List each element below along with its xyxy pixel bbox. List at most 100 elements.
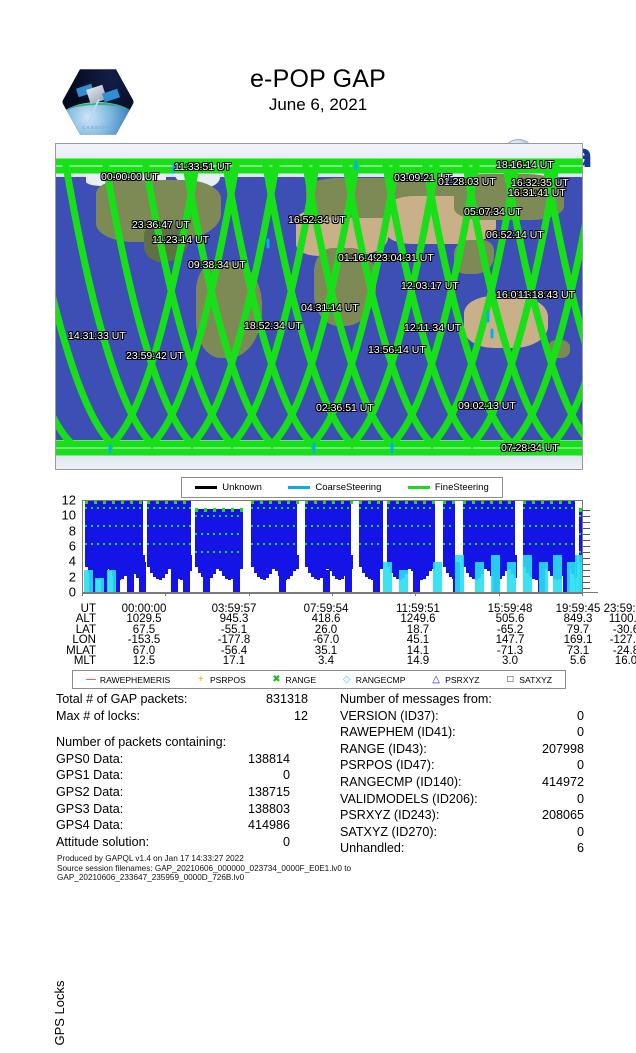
psrxyz-point: [266, 554, 269, 578]
range-point: [511, 525, 513, 527]
range-point: [269, 501, 272, 504]
psrxyz-point: [219, 554, 222, 571]
range-point: [201, 532, 203, 535]
param-cell: 14.1: [406, 644, 430, 657]
range-point: [505, 525, 507, 527]
range-point: [171, 543, 173, 545]
rangecmp-point: [433, 562, 442, 593]
map-pass-label: 12:03:17 UT: [401, 280, 459, 292]
range-point: [147, 543, 149, 545]
range-point: [189, 543, 191, 545]
param-cell: -24.8: [612, 644, 636, 657]
map-legend-item: FineSteering: [407, 482, 489, 493]
range-point: [387, 507, 389, 509]
dash-marker-icon: —: [85, 674, 96, 685]
map-pass-label: 18:16:14 UT: [496, 159, 554, 171]
range-point: [260, 501, 263, 504]
range-point: [305, 501, 308, 504]
psrxyz-data-block: [443, 501, 455, 555]
stat-value: 0: [282, 834, 290, 849]
triangle-marker-icon: △: [432, 674, 440, 685]
range-point: [559, 501, 562, 504]
range-point: [414, 501, 417, 504]
range-point: [127, 525, 129, 527]
psrxyz-point: [484, 554, 487, 570]
psrxyz-spike: [345, 562, 352, 593]
rangecmp-point: [523, 554, 532, 593]
param-cell: 23:59:42: [603, 603, 636, 615]
range-point: [449, 543, 451, 545]
param-cell: 16.0: [614, 654, 636, 667]
range-point: [347, 525, 349, 527]
psrxyz-point: [505, 554, 508, 571]
range-point: [481, 501, 484, 504]
psrxyz-point: [275, 554, 278, 571]
psrxyz-point: [121, 554, 124, 579]
map-pass-label: 23:04:31 UT: [376, 252, 434, 264]
psrxyz-point: [263, 554, 266, 580]
range-point: [207, 550, 209, 553]
range-point: [411, 525, 413, 527]
range-point: [377, 507, 379, 509]
range-point: [147, 525, 149, 527]
range-point: [112, 501, 115, 504]
range-point: [231, 532, 233, 535]
message-count-rows: VERSION (ID37): 0 RAWEPHEM (ID41): 0 RANGE (…: [340, 709, 636, 858]
psrxyz-spike: [323, 570, 330, 593]
param-cell: 1249.6: [400, 613, 436, 626]
range-point: [335, 525, 337, 527]
range-point: [393, 507, 395, 509]
range-point: [251, 525, 253, 527]
total-packets-label: Total # of GAP packets:: [56, 692, 188, 706]
range-point: [281, 525, 283, 527]
data-legend-item: □ SATXYZ: [505, 675, 552, 685]
data-legend-label: RANGE: [285, 674, 317, 685]
param-cell: 14.9: [406, 654, 430, 667]
right-axis-tick: [583, 552, 590, 553]
param-row-label: LAT: [75, 623, 96, 636]
param-cell: -67.0: [312, 634, 340, 647]
psrxyz-point: [109, 554, 112, 571]
range-point: [523, 543, 525, 545]
range-point: [429, 543, 431, 545]
psrxyz-point: [423, 554, 426, 579]
message-count-row: SATXYZ (ID270): 0: [340, 825, 636, 842]
psrxyz-point: [377, 554, 380, 575]
right-axis-tick: [583, 528, 590, 529]
right-axis-tick: [583, 522, 590, 523]
range-point: [579, 507, 582, 512]
range-point: [153, 543, 155, 545]
psrxyz-point: [118, 554, 121, 580]
psrxyz-point: [466, 554, 469, 573]
range-point: [405, 501, 408, 504]
range-point: [579, 514, 581, 517]
param-cell: 03:59:57: [211, 603, 257, 615]
range-point: [368, 501, 371, 504]
stat-label: RANGE (ID43):: [340, 741, 427, 756]
psrxyz-point: [335, 554, 338, 579]
range-point: [432, 501, 435, 504]
range-point: [94, 501, 97, 504]
y-axis-tick-label: 4: [68, 553, 76, 569]
range-point: [481, 543, 483, 545]
stat-value: 138715: [247, 784, 290, 799]
range-point: [571, 525, 573, 527]
range-point: [317, 507, 319, 509]
param-cell: -153.5: [127, 634, 161, 647]
range-point: [317, 525, 319, 527]
psrxyz-point: [85, 554, 88, 568]
message-count-row: VALIDMODELS (ID206): 0: [340, 792, 636, 809]
rangecmp-point: [95, 577, 104, 593]
gps-locks-chart: GPS Locks 0 2 4 6 8 10 12: [0, 494, 636, 1046]
stat-value: 0: [576, 758, 584, 773]
y-axis-tick-label: 10: [61, 507, 76, 523]
psrxyz-point: [446, 554, 449, 573]
diamond-marker-icon: ◇: [342, 674, 351, 685]
psrxyz-point: [329, 554, 332, 571]
range-point: [323, 543, 325, 545]
range-point: [329, 525, 331, 527]
stat-value: 207998: [541, 741, 584, 756]
param-cell: -55.1: [220, 623, 248, 636]
psrxyz-point: [432, 554, 435, 570]
range-point: [405, 507, 407, 509]
